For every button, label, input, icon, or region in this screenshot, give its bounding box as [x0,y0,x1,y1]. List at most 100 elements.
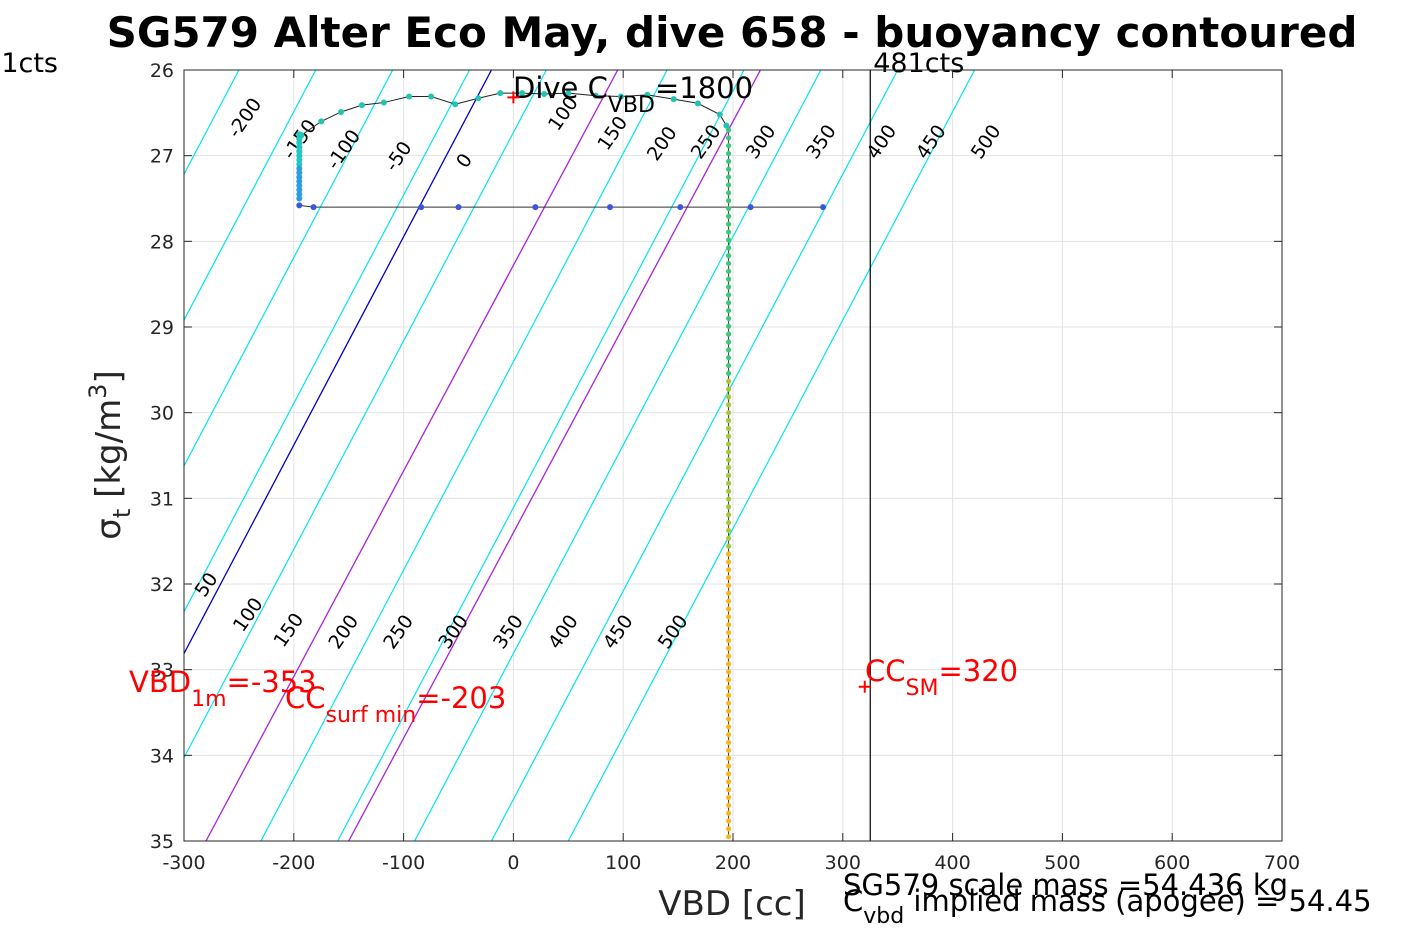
vertical-profile-point [726,606,732,612]
vertical-profile-point [726,331,732,337]
upper-profile-point [716,111,723,118]
vertical-profile-point [726,567,732,573]
descent-point [296,182,303,189]
y-tick-label: 27 [150,146,174,168]
vertical-profile-point [726,465,732,471]
dive-cvbd-value: =1800 [655,71,753,105]
vertical-profile-point [726,284,732,290]
vertical-profile-point [726,755,732,761]
vertical-profile-point [726,370,732,377]
x-axis-label: VBD [cc] [658,884,806,924]
vertical-profile-point [726,818,732,824]
y-axis-label-rest: [kg/m [89,399,129,509]
cc-sm-value: =320 [938,654,1018,688]
y-tick-label: 31 [150,488,174,510]
descent-point [296,195,303,202]
vertical-profile-point [726,323,732,329]
count-line-label: 1cts [1,48,58,79]
dive-cvbd-sub: VBD [608,93,655,118]
chart-title: SG579 Alter Eco May, dive 658 - buoyancy… [107,8,1358,57]
upper-profile-point [358,102,365,109]
vertical-profile-point [726,315,732,322]
x-axis-ticks: -300 -200 -100 0 100 200 300 400 500 600 700 [162,70,1300,874]
vertical-profile-point [726,386,732,392]
descent-point [296,174,303,181]
vertical-profile-point [726,150,732,157]
upper-profile-point [380,99,387,106]
cvbd-sub: vbd [863,904,904,929]
bottom-profile-point [532,204,539,211]
vertical-profile-point [726,724,732,730]
vertical-profile-point [726,661,732,667]
contour-line [490,70,899,841]
vertical-profile-point [726,622,732,628]
descent-point [296,191,303,198]
bottom-profile-point [310,204,317,211]
upper-profile-point [497,90,504,97]
x-tick-label: 300 [825,852,861,874]
vbd-1m-main: VBD [129,665,191,699]
descent-point [296,144,303,151]
contour-line [184,70,471,614]
cc-surf-min-annotation: CCsurf min=-203 [285,681,506,728]
scale-mass-text: SG579 scale mass =54.436 kg [843,868,1288,902]
cc-sm-sub: SM [906,676,939,701]
y-tick-label: 26 [150,60,174,82]
contour-line [184,70,317,322]
upper-profile-point [338,108,345,115]
vertical-profile-point [726,355,732,361]
vertical-profile-point [726,582,732,589]
descent-point [296,178,303,185]
y-tick-label: 30 [150,403,174,425]
vertical-profile-point [726,590,732,596]
vertical-profile-point [726,747,732,753]
upper-profile-point [406,93,413,100]
y-tick-label: 28 [150,231,174,253]
vertical-profile-point [726,394,732,400]
vertical-profile-point [726,732,732,738]
dive-cvbd-annotation: Dive CVBD=1800 [513,71,753,118]
x-tick-label: -100 [382,852,425,874]
vertical-profile-point [726,637,732,643]
contour-line [0,70,8,841]
vbd-1m-sub: 1m [191,687,226,712]
y-axis-label-sup: 3 [84,384,112,399]
vertical-profile-point [726,347,732,353]
vertical-profile-point [726,425,732,431]
vbd-1m-value: =-353 [227,665,317,699]
vertical-profile-point [726,253,732,259]
vertical-profile-point [726,480,732,486]
slanted-line-purple1 [205,70,619,841]
vertical-profile-point [726,362,732,369]
vertical-profile-point [726,166,732,172]
count-line-label: 481cts [873,48,964,79]
x-tick-label: -300 [162,852,205,874]
vertical-profile-point [726,771,732,777]
vertical-profile-point [726,449,732,455]
upper-profile-point [565,90,572,97]
cc-surf-min-value: =-203 [416,681,506,715]
vertical-profile-point [726,763,732,769]
y-tick-label: 33 [150,660,174,682]
y-axis-label-main: σ [89,518,129,540]
x-tick-label: 500 [1044,852,1080,874]
vertical-profile-point [726,410,732,416]
descent-point [296,161,303,168]
descent-point [296,131,303,138]
y-tick-label: 32 [150,574,174,596]
cc-sm-annotation: CCSM=320 [865,654,1018,701]
y-tick-label: 29 [150,317,174,339]
vertical-profile-point [726,174,732,180]
y-axis-label-sub: t [108,509,136,518]
vertical-profile-point [726,143,732,149]
y-axis-label-close: ] [89,370,129,383]
vertical-profile-point [726,512,732,518]
descent-point [296,186,303,193]
contour-line [184,70,394,468]
vertical-profile-point [726,190,732,196]
bottom-profile-point [296,202,303,209]
vertical-profile-point [726,543,732,549]
vertical-profile-point [726,834,732,840]
vertical-profile-point [726,700,732,706]
